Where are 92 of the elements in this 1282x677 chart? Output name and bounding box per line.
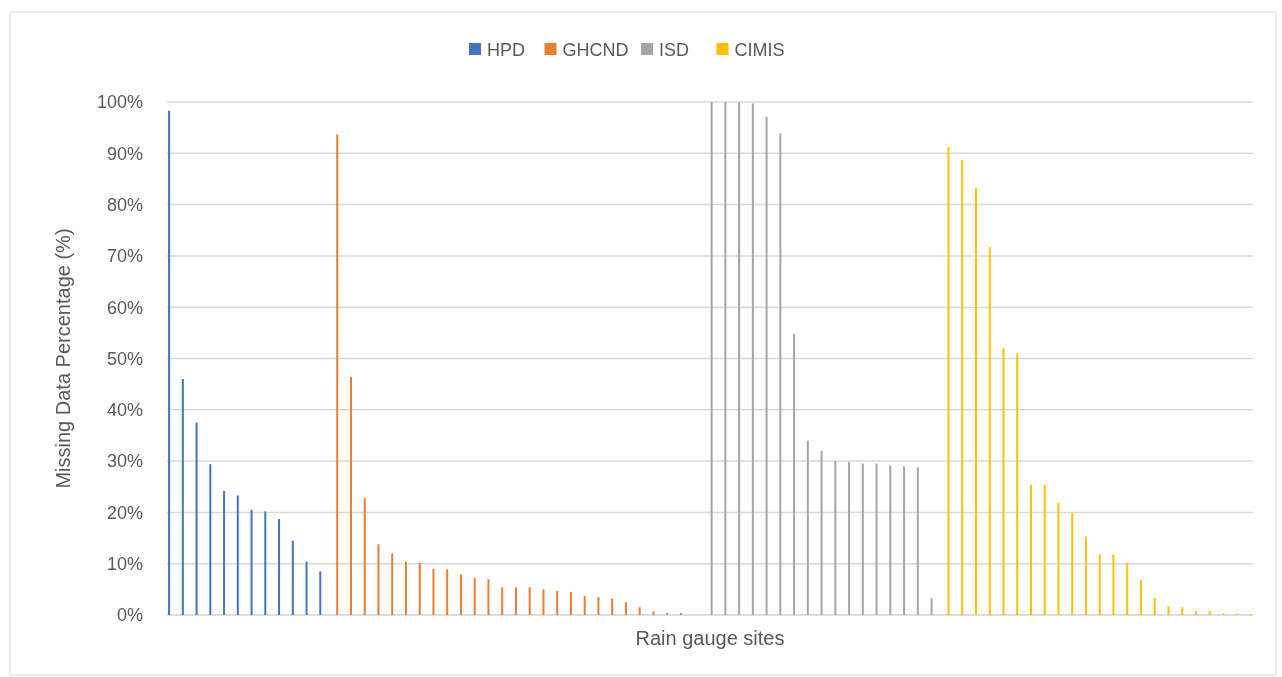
bar: [988, 247, 991, 615]
bar: [834, 461, 837, 615]
legend-label: HPD: [487, 40, 526, 61]
bar: [363, 498, 366, 615]
bar: [377, 544, 380, 615]
legend-label: CIMIS: [734, 40, 785, 61]
bar: [223, 490, 226, 615]
y-tick-label: 50%: [106, 348, 143, 369]
bar: [611, 598, 614, 615]
x-axis-title: Rain gauge sites: [635, 627, 785, 649]
bar: [487, 579, 490, 615]
bar: [514, 587, 517, 615]
bar: [738, 102, 741, 615]
bar: [861, 463, 864, 615]
bar: [264, 511, 267, 615]
bar: [542, 589, 545, 615]
legend-label: GHCND: [562, 40, 629, 61]
bar: [889, 465, 892, 615]
bar: [624, 602, 627, 615]
bar: [1208, 610, 1211, 615]
y-tick-label: 20%: [106, 502, 143, 523]
bar: [1167, 606, 1170, 615]
bar: [459, 574, 462, 615]
bar: [250, 509, 253, 615]
bar: [1084, 536, 1087, 615]
bar: [916, 467, 919, 615]
bar: [638, 607, 641, 615]
bar: [473, 578, 476, 615]
bar: [1194, 610, 1197, 615]
bar: [349, 376, 352, 615]
bar: [418, 562, 421, 615]
bar: [1016, 353, 1019, 615]
bar: [583, 596, 586, 615]
bar: [336, 134, 339, 615]
bar: [1126, 562, 1129, 615]
y-tick-label: 80%: [106, 194, 143, 215]
bar: [1098, 554, 1101, 615]
legend-label: ISD: [659, 40, 690, 61]
bar: [236, 495, 239, 615]
bar: [528, 587, 531, 615]
bar: [1029, 484, 1032, 615]
bar: [1112, 554, 1115, 615]
bar: [569, 591, 572, 615]
bar: [446, 569, 449, 615]
bar: [961, 159, 964, 615]
y-tick-label: 60%: [106, 297, 143, 318]
bar: [779, 133, 782, 615]
bar: [1057, 502, 1060, 615]
bar: [597, 597, 600, 615]
bar: [930, 598, 933, 615]
bar: [848, 462, 851, 615]
y-axis-title: Missing Data Percentage (%): [52, 228, 74, 489]
bar: [679, 612, 682, 615]
bar: [666, 612, 669, 615]
bar: [1002, 348, 1005, 615]
bar: [278, 519, 281, 615]
bar: [806, 440, 809, 615]
bar: [875, 463, 878, 615]
bar: [724, 102, 727, 615]
bar: [793, 333, 796, 615]
bar: [710, 102, 713, 615]
bar: [1071, 512, 1074, 615]
bar: [947, 147, 950, 615]
bar: [1181, 607, 1184, 615]
bar: [305, 561, 308, 615]
bar: [820, 450, 823, 615]
bar: [195, 422, 198, 615]
bar: [291, 540, 294, 615]
bar: [1043, 484, 1046, 615]
y-tick-label: 40%: [106, 400, 143, 421]
bar: [765, 116, 768, 615]
bar: [181, 379, 184, 615]
y-tick-label: 10%: [106, 554, 143, 574]
bar: [1139, 580, 1142, 615]
bar: [404, 561, 407, 615]
y-tick-label: 100%: [96, 92, 143, 113]
bar: [556, 590, 559, 615]
bar: [168, 110, 171, 615]
bar: [501, 587, 504, 615]
y-tick-label: 70%: [106, 246, 143, 267]
bar: [903, 466, 906, 615]
bar: [652, 611, 655, 615]
bar: [391, 553, 394, 615]
y-tick-label: 0%: [116, 605, 143, 626]
bar: [319, 571, 322, 615]
y-tick-label: 30%: [106, 451, 143, 472]
bar: [1153, 598, 1156, 615]
bar: [209, 464, 212, 615]
bar: [432, 568, 435, 615]
bar: [751, 103, 754, 615]
y-tick-label: 90%: [106, 143, 143, 164]
bar: [974, 188, 977, 615]
